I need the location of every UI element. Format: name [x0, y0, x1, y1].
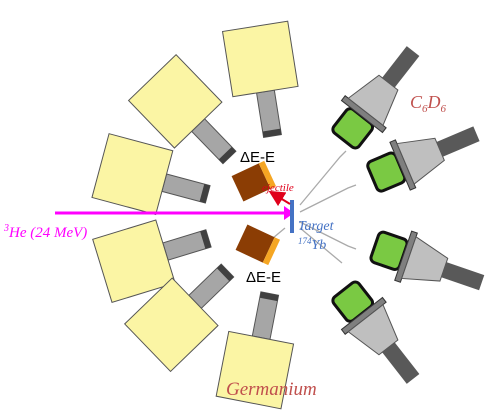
germanium-label: Germanium [226, 379, 317, 400]
beam-label: 3He (24 MeV) [3, 223, 87, 241]
germanium-detectors [91, 20, 306, 410]
target-label: Target [298, 219, 335, 234]
ejectile-arrow [268, 190, 291, 207]
ejectile-label: ejectile [262, 182, 294, 194]
delta-e-detectors [231, 160, 281, 266]
c6d6-detectors [321, 33, 487, 397]
c6d6-label: C6D6 [410, 92, 447, 115]
delta-e-label: ΔE-E [240, 149, 275, 166]
beam-arrowhead [284, 206, 294, 220]
delta-e-label: ΔE-E [246, 269, 281, 286]
target-isotope: 174Yb [298, 236, 326, 253]
